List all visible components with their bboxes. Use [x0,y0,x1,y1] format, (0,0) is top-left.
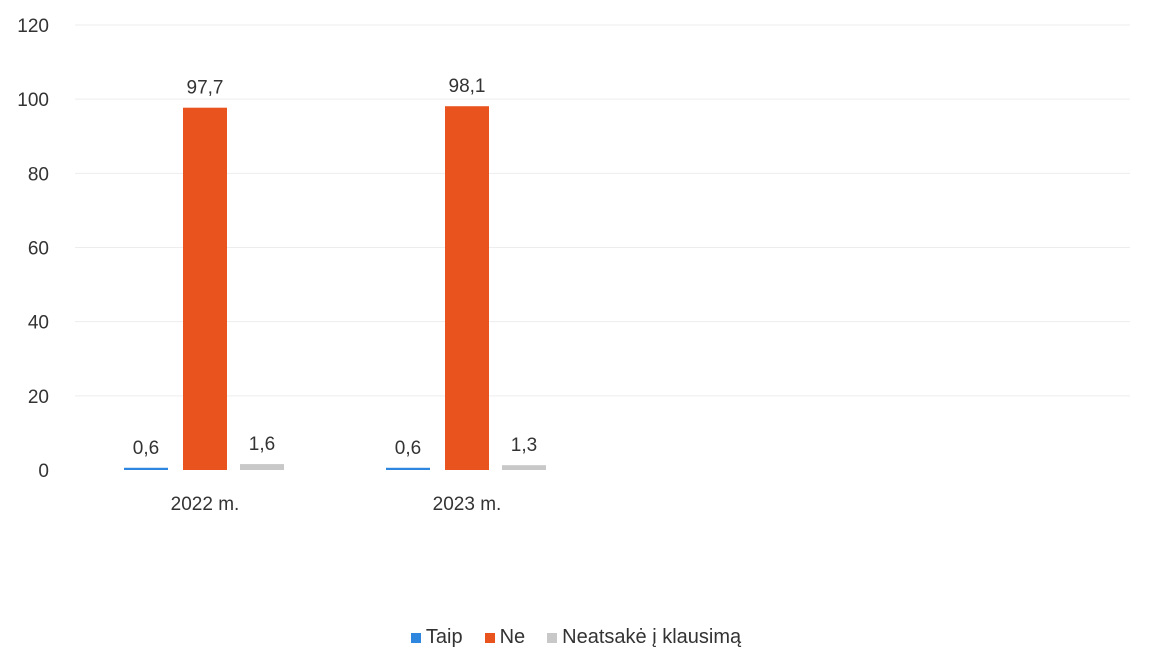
data-label: 1,6 [249,434,275,455]
data-label: 1,3 [511,435,537,456]
legend-swatch-taip [410,632,421,643]
y-tick-label: 40 [28,313,49,334]
data-label: 98,1 [449,76,486,97]
y-tick-label: 120 [17,16,49,37]
y-tick-label: 80 [28,164,49,185]
legend-label-ne: Ne [499,626,526,648]
x-category-label: 2022 m. [171,494,240,515]
bar-neatsakė-2 [502,465,546,470]
legend: Taip Ne Neatsakė į klausimą [0,626,1152,649]
data-label: 0,6 [395,438,421,459]
data-label: 0,6 [133,438,159,459]
bar-neatsakė-1 [240,464,284,470]
legend-item-taip: Taip [410,626,463,649]
data-label: 97,7 [187,78,224,99]
legend-swatch-ne [484,632,495,643]
y-tick-label: 20 [28,387,49,408]
y-tick-label: 100 [17,90,49,111]
legend-label-taip: Taip [425,626,463,648]
legend-label-neatsake: Neatsakė į klausimą [562,626,742,648]
y-tick-label: 60 [28,239,49,260]
y-tick-label: 0 [38,461,49,482]
legend-swatch-neatsake [547,632,558,643]
bar-taip-1 [124,467,168,470]
legend-item-neatsake: Neatsakė į klausimą [547,626,741,649]
bar-taip-2 [386,467,430,470]
bar-ne-1 [183,107,227,470]
legend-item-ne: Ne [484,626,526,649]
bar-ne-2 [445,106,489,471]
x-category-label: 2023 m. [433,494,502,515]
